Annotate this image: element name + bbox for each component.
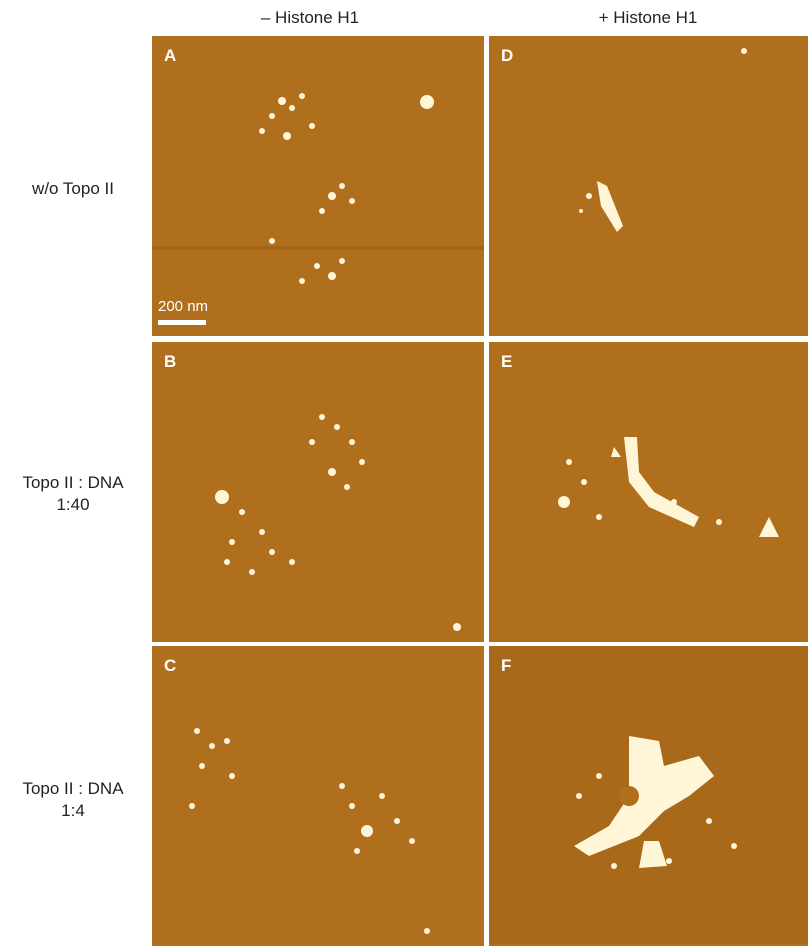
afm-panel-f: F xyxy=(489,646,808,946)
row-label-2: Topo II : DNA 1:40 xyxy=(0,472,146,516)
panel-letter-e: E xyxy=(501,352,513,371)
afm-image-c xyxy=(152,646,484,944)
column-header-plus-h1: + Histone H1 xyxy=(598,8,698,27)
afm-panel-a: A 200 nm xyxy=(152,36,484,336)
afm-panel-e: E xyxy=(489,342,808,642)
afm-panel-b: B xyxy=(152,342,484,642)
row-label-1-line1: w/o Topo II xyxy=(32,179,114,198)
afm-panel-d: D xyxy=(489,36,808,336)
row-label-3: Topo II : DNA 1:4 xyxy=(0,778,146,822)
row-label-2-line1: Topo II : DNA xyxy=(22,473,124,492)
afm-image-e xyxy=(489,342,808,642)
panel-letter-f: F xyxy=(501,656,512,675)
afm-panel-c: C xyxy=(152,646,484,946)
afm-image-f xyxy=(489,646,808,944)
panel-letter-a: A xyxy=(164,46,177,65)
panel-letter-d: D xyxy=(501,46,514,65)
row-label-2-line2: 1:40 xyxy=(56,495,90,514)
afm-image-a xyxy=(152,36,484,336)
row-label-1: w/o Topo II xyxy=(0,178,146,200)
column-header-minus-h1: – Histone H1 xyxy=(260,8,360,27)
panel-letter-c: C xyxy=(164,656,177,675)
afm-image-b xyxy=(152,342,484,642)
row-label-3-line1: Topo II : DNA xyxy=(22,779,124,798)
afm-image-d xyxy=(489,36,808,336)
scale-bar xyxy=(158,320,206,325)
scale-bar-label: 200 nm xyxy=(158,298,209,315)
panel-letter-b: B xyxy=(164,352,177,371)
row-label-3-line2: 1:4 xyxy=(61,801,85,820)
